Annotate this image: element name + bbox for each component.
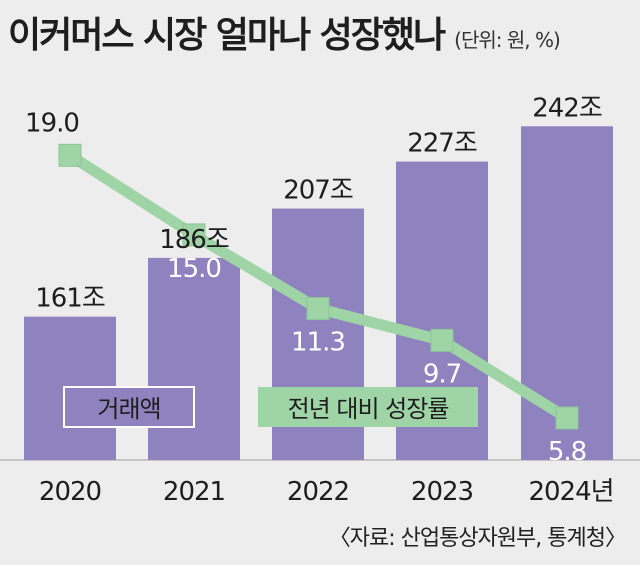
bar-value-label: 242조: [532, 93, 602, 123]
growth-value-label: 15.0: [167, 254, 221, 284]
x-tick-label: 2023: [411, 477, 473, 507]
legend-label-growth: 전년 대비 성장률: [288, 395, 449, 423]
growth-point: [430, 328, 454, 352]
growth-point: [58, 143, 82, 167]
bar-value-label: 227조: [407, 129, 477, 159]
x-tick-label: 2020: [39, 477, 101, 507]
legend-box-volume: [63, 386, 195, 428]
unit-note: (단위: 원, %): [454, 28, 561, 52]
chart-title: 이커머스 시장 얼마나 성장했나: [8, 15, 446, 56]
bar-value-label: 186조: [159, 225, 229, 255]
x-tick-label: 2022: [287, 477, 349, 507]
source-note: 〈자료: 산업통상자원부, 통계청〉: [328, 526, 627, 551]
growth-value-label: 19.0: [25, 108, 79, 138]
title-row: 이커머스 시장 얼마나 성장했나 (단위: 원, %): [8, 6, 561, 58]
growth-point: [182, 223, 206, 247]
bar-value-label: 161조: [35, 284, 105, 314]
bar-value-label: 207조: [283, 176, 353, 206]
x-tick-label: 2024년: [528, 477, 613, 507]
growth-value-label: 5.8: [548, 437, 586, 467]
x-tick-label: 2021: [163, 477, 225, 507]
legend-box-growth: [258, 387, 478, 427]
legend-label-volume: 거래액: [97, 395, 160, 423]
growth-point: [306, 297, 330, 321]
growth-value-label: 11.3: [291, 328, 345, 358]
growth-point: [555, 406, 579, 430]
growth-value-label: 9.7: [423, 359, 461, 389]
bar-2021: [148, 257, 240, 460]
